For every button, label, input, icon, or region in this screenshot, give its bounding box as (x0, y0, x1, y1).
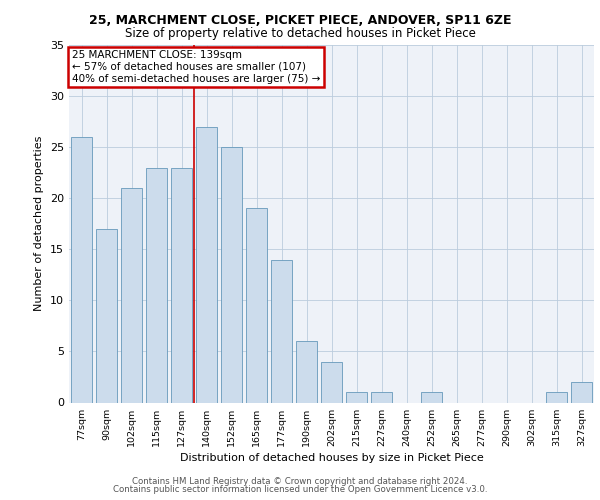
Text: Size of property relative to detached houses in Picket Piece: Size of property relative to detached ho… (125, 28, 475, 40)
Bar (221, 147, 242, 403)
Text: 25, MARCHMENT CLOSE, PICKET PIECE, ANDOVER, SP11 6ZE: 25, MARCHMENT CLOSE, PICKET PIECE, ANDOV… (89, 14, 511, 27)
Bar (121, 188, 142, 402)
Y-axis label: Number of detached properties: Number of detached properties (34, 136, 44, 312)
Text: Contains public sector information licensed under the Open Government Licence v3: Contains public sector information licen… (113, 485, 487, 494)
Bar (546, 392, 567, 402)
Bar (346, 392, 367, 402)
Bar (296, 341, 317, 402)
X-axis label: Distribution of detached houses by size in Picket Piece: Distribution of detached houses by size … (179, 452, 484, 462)
Bar (96, 229, 117, 402)
Bar (321, 362, 342, 403)
Bar (421, 392, 442, 402)
Text: 25 MARCHMENT CLOSE: 139sqm
← 57% of detached houses are smaller (107)
40% of sem: 25 MARCHMENT CLOSE: 139sqm ← 57% of deta… (71, 50, 320, 84)
Bar (146, 168, 167, 402)
Bar (71, 137, 92, 402)
Bar (196, 126, 217, 402)
Bar (171, 168, 192, 402)
Bar (371, 392, 392, 402)
Text: Contains HM Land Registry data © Crown copyright and database right 2024.: Contains HM Land Registry data © Crown c… (132, 477, 468, 486)
Bar (271, 260, 292, 402)
Bar (246, 208, 267, 402)
Bar (571, 382, 592, 402)
